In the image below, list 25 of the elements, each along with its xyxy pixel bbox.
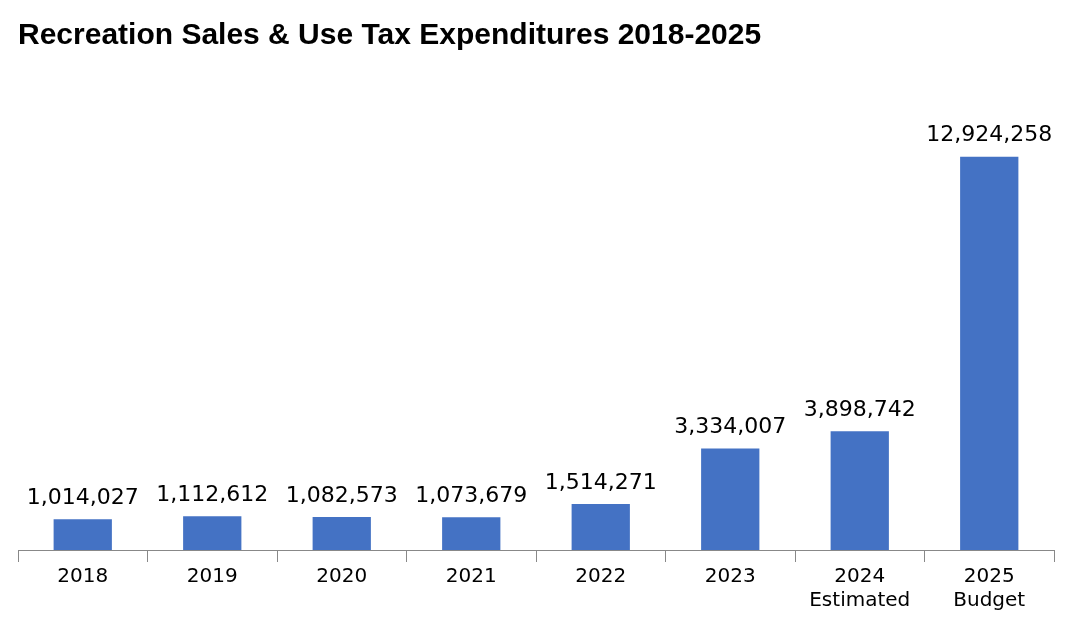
x-tick-label: 2024 Estimated — [809, 563, 911, 612]
x-tick-label: 2022 — [575, 563, 627, 588]
chart-title: Recreation Sales & Use Tax Expenditures 2018-2025 — [18, 17, 762, 51]
data-label: 12,924,258 — [926, 121, 1053, 147]
bar — [701, 448, 760, 550]
data-label: 3,898,742 — [803, 396, 916, 422]
bar — [53, 519, 112, 550]
data-label: 1,514,271 — [544, 468, 657, 494]
data-label: 1,112,612 — [156, 480, 269, 506]
x-tick-label: 2019 — [186, 563, 238, 588]
x-tick-label: 2018 — [57, 563, 109, 588]
x-tick-label: 2020 — [316, 563, 368, 588]
data-label: 1,082,573 — [285, 481, 398, 507]
x-tick-label: 2025 Budget — [953, 563, 1026, 612]
x-tick-label: 2021 — [445, 563, 497, 588]
bar — [571, 503, 630, 550]
bar — [830, 431, 889, 550]
data-label: 1,014,027 — [26, 483, 139, 509]
bar — [183, 516, 242, 550]
data-label: 1,073,679 — [415, 482, 528, 508]
bar — [442, 517, 501, 550]
x-tick-label: 2023 — [704, 563, 756, 588]
bar — [960, 156, 1019, 550]
data-label: 3,334,007 — [674, 413, 787, 439]
bar — [312, 517, 371, 550]
